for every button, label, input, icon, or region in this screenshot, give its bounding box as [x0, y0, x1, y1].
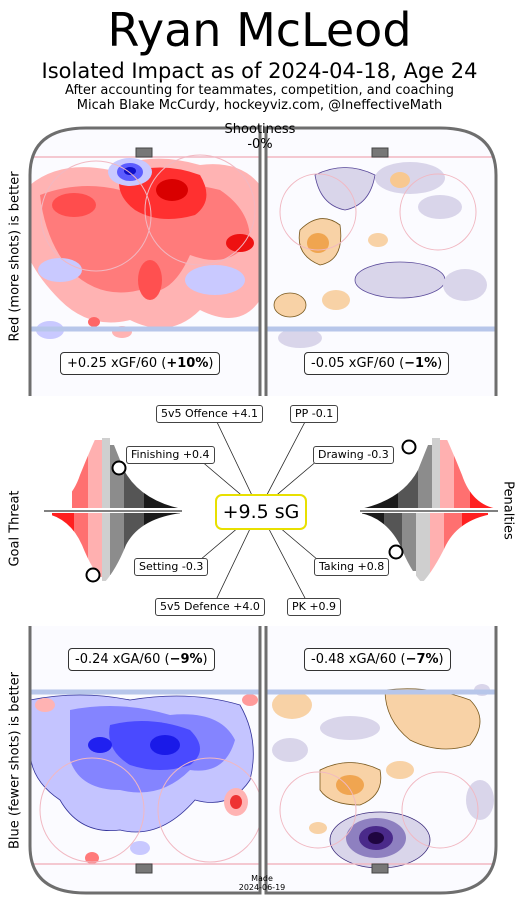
- page-title: Ryan McLeod: [107, 3, 412, 57]
- xga-even-text: -0.24 xGA/60 (: [75, 652, 170, 667]
- made-label: Made: [251, 874, 273, 883]
- xga-even-box: -0.24 xGA/60 (−9%): [68, 648, 215, 671]
- xgf-pp-pct: −1%: [404, 356, 438, 371]
- penalties-distribution: [360, 420, 498, 600]
- xgf-even-text: +0.25 xGF/60 (: [67, 356, 167, 371]
- xgf-even-box: +0.25 xGF/60 (+10%): [60, 352, 221, 375]
- middle-side-label: Goal Threat: [7, 490, 23, 567]
- label-drawing: Drawing -0.3: [313, 446, 394, 464]
- xgf-pp-box: -0.05 xGF/60 (−1%): [304, 352, 450, 375]
- credit-line-1: After accounting for teammates, competit…: [65, 83, 454, 98]
- finishing-marker: [111, 460, 127, 476]
- right-side-label: Penalties: [500, 481, 516, 540]
- shootiness-value: -0%: [247, 137, 273, 152]
- rink-offence-pp: [264, 126, 498, 396]
- xga-pk-text: -0.48 xGA/60 (: [311, 652, 406, 667]
- bottom-side-label: Blue (fewer shots) is better: [7, 672, 23, 849]
- label-setting: Setting -0.3: [134, 558, 209, 576]
- rink-offence-even: [28, 126, 262, 396]
- label-pk: PK +0.9: [287, 598, 342, 616]
- taking-marker: [388, 544, 404, 560]
- made-date: Made 2024-06-19: [232, 874, 292, 892]
- label-taking: Taking +0.8: [314, 558, 390, 576]
- xga-even-pct: −9%: [169, 652, 203, 667]
- page-subtitle: Isolated Impact as of 2024-04-18, Age 24: [41, 59, 478, 83]
- xga-pk-pct: −7%: [405, 652, 439, 667]
- total-sg-value: +9.5 sG: [215, 494, 307, 530]
- credit-line-2: Micah Blake McCurdy, hockeyviz.com, @Ine…: [76, 98, 443, 113]
- xgf-even-pct: +10%: [166, 356, 209, 371]
- made-date-value: 2024-06-19: [238, 883, 286, 892]
- xga-pk-box: -0.48 xGA/60 (−7%): [304, 648, 451, 671]
- label-5v5-defence: 5v5 Defence +4.0: [155, 598, 265, 616]
- shootiness-label: Shootiness: [224, 122, 296, 137]
- top-side-label: Red (more shots) is better: [7, 171, 23, 342]
- setting-marker: [85, 567, 101, 583]
- rink-defence-even: [28, 626, 262, 895]
- xgf-pp-text: -0.05 xGF/60 (: [311, 356, 405, 371]
- label-pp: PP -0.1: [290, 405, 339, 423]
- label-5v5-offence: 5v5 Offence +4.1: [156, 405, 264, 423]
- drawing-marker: [401, 439, 417, 455]
- label-finishing: Finishing +0.4: [126, 446, 215, 464]
